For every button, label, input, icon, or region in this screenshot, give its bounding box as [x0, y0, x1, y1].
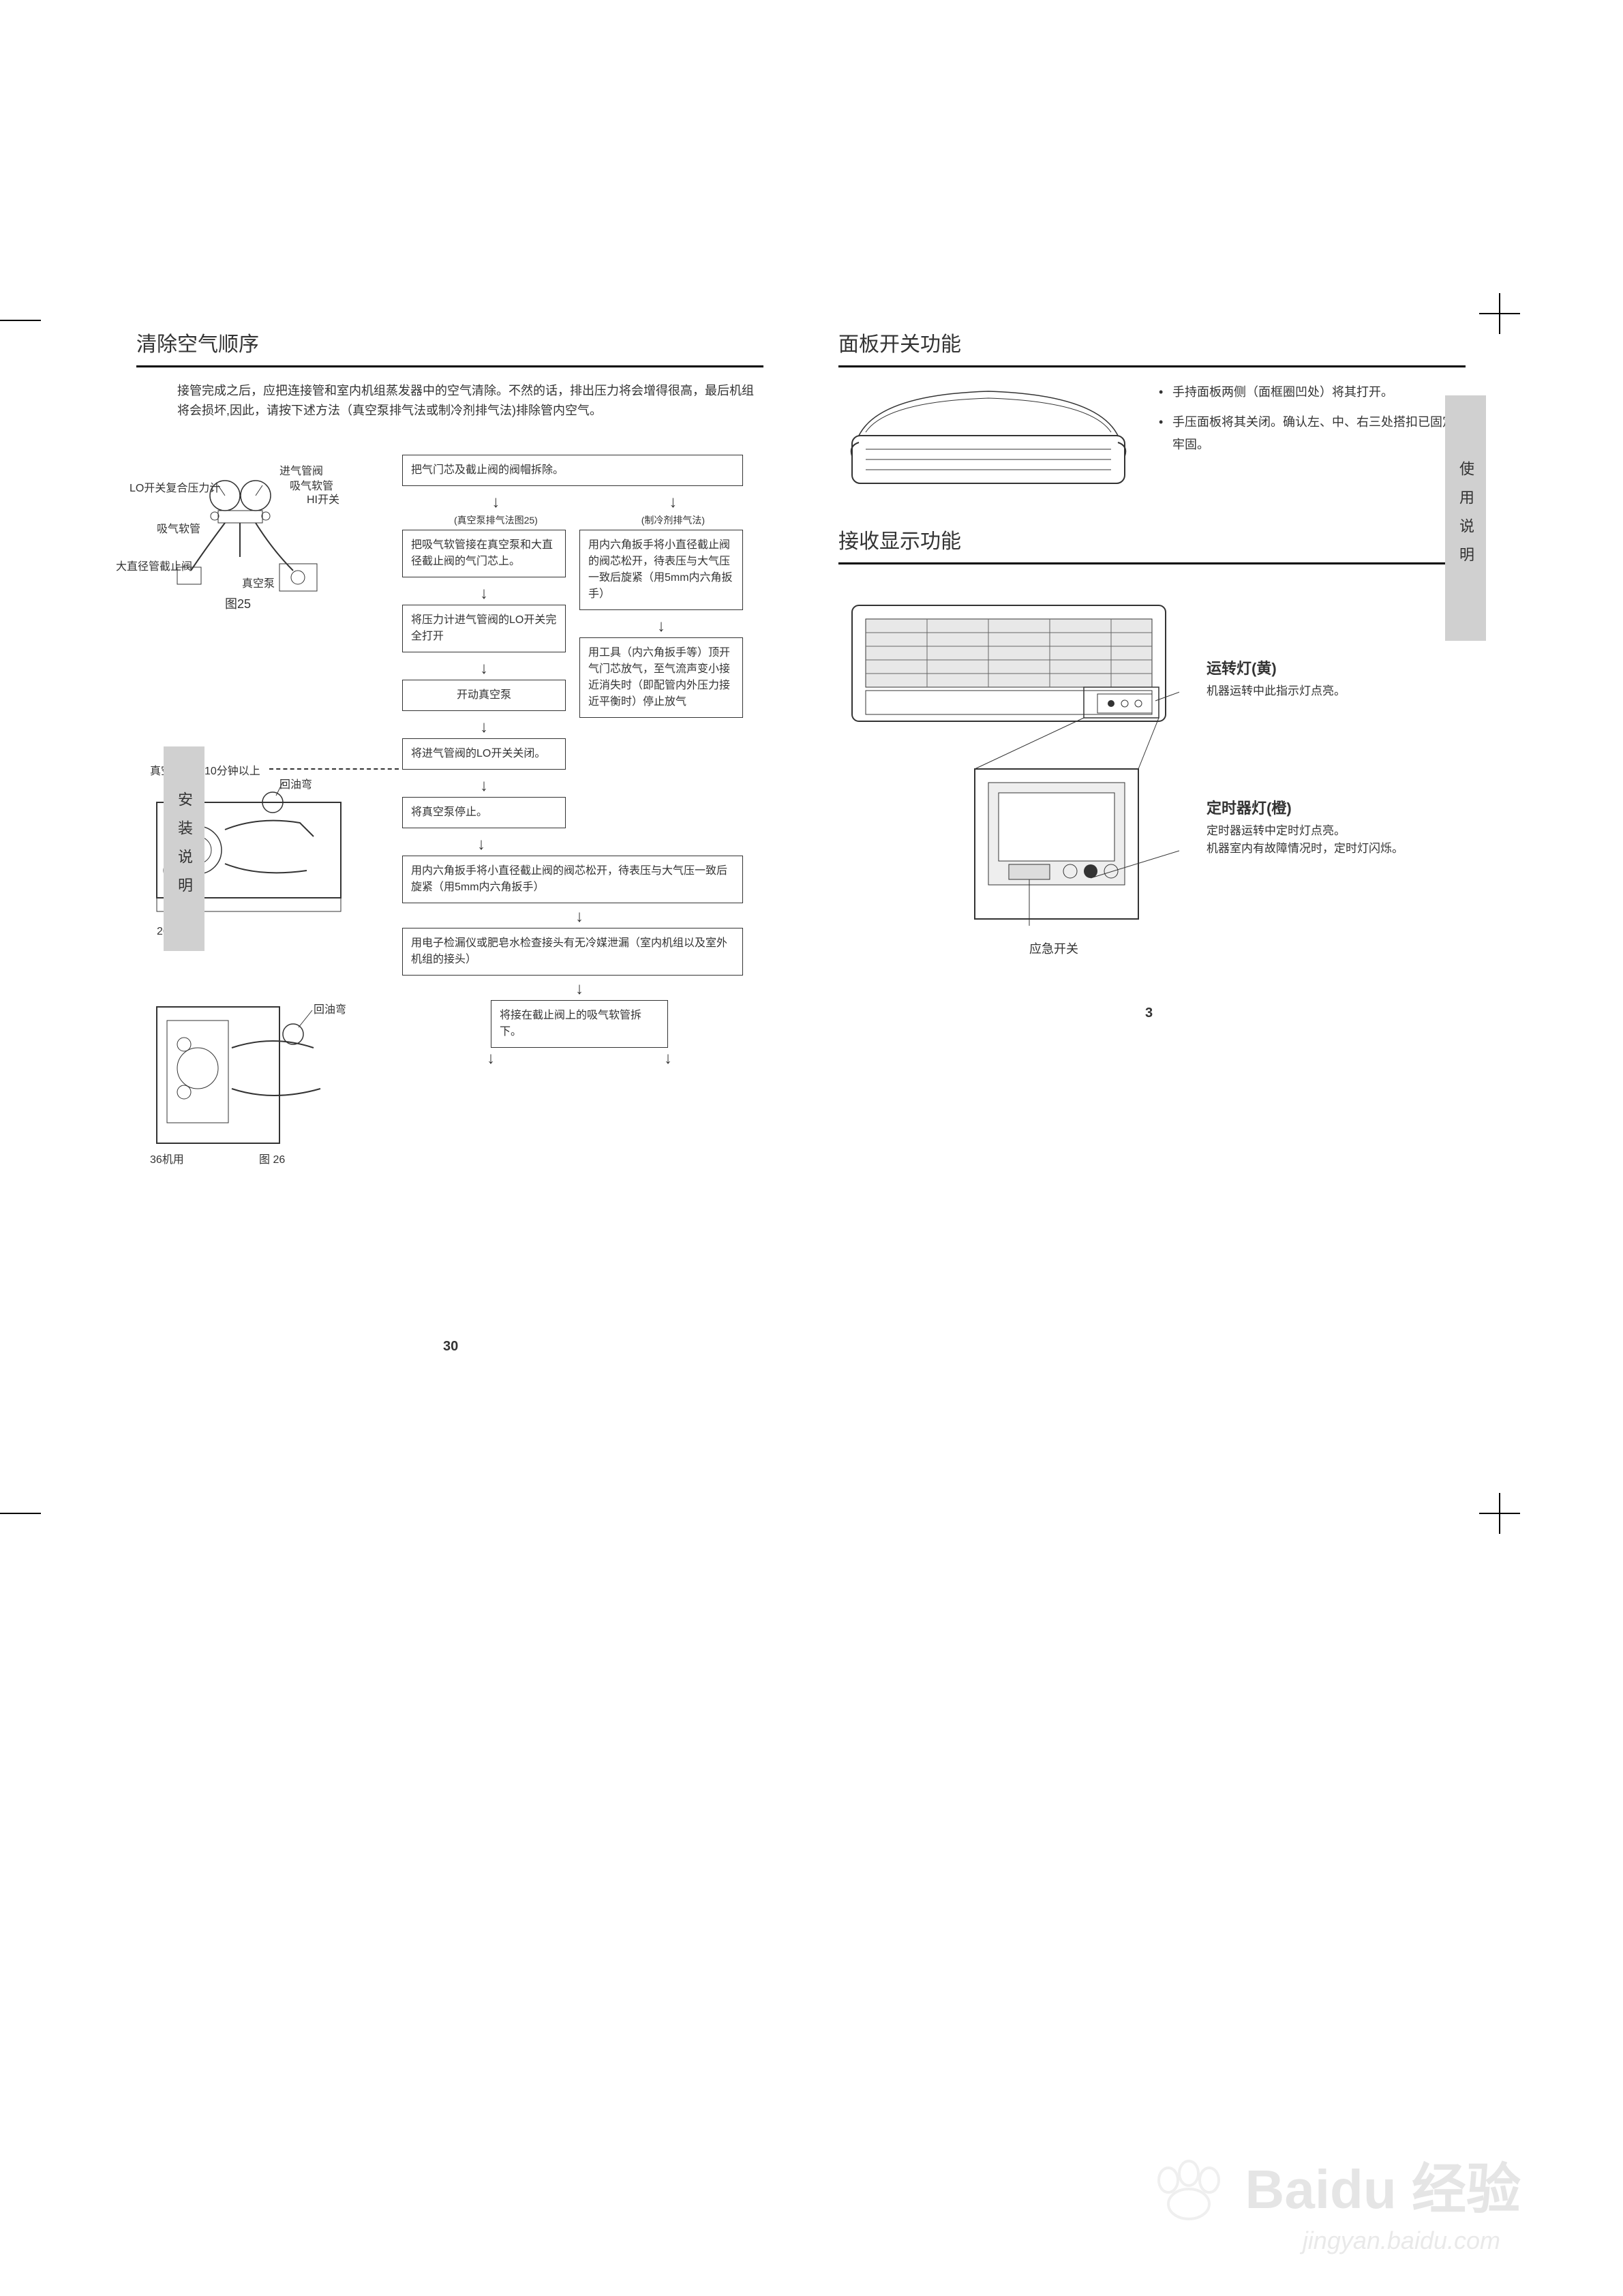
arrow-icon: ↓ — [402, 836, 757, 853]
emergency-label: 应急开关 — [1029, 939, 1078, 957]
panel-note-1: 手持面板两侧（面框圈凹处）将其打开。 — [1159, 381, 1466, 403]
panel-notes-list: 手持面板两侧（面框圈凹处）将其打开。 手压面板将其关闭。确认左、中、右三处搭扣已… — [1159, 381, 1466, 497]
left-page: 清除空气顺序 接管完成之后，应把连接管和室内机组蒸发器中的空气清除。不然的话，排… — [136, 327, 763, 1320]
right-page-num: 3 — [1145, 1006, 1153, 1021]
left-page-num: 30 — [443, 1339, 458, 1355]
unit-36-svg — [136, 993, 361, 1164]
right-side-tab: 使用说明 — [1445, 395, 1486, 641]
run-light-desc: 机器运转中此指示灯点亮。 — [1207, 682, 1346, 700]
right-page: 面板开关功能 手持面板两侧（面框圈凹处）将其打开。 手压面板将其关闭。确认左、中… — [838, 327, 1466, 987]
flow-merge2: 用电子检漏仪或肥皂水检查接头有无冷媒泄漏（室内机组以及室外机组的接头） — [402, 928, 743, 976]
baidu-paw-icon — [1148, 2160, 1230, 2228]
left-title: 清除空气顺序 — [136, 327, 763, 367]
arrow-icon: ↓ — [454, 494, 538, 511]
arrow-icon: ↓ — [641, 494, 705, 511]
gauge-label-bigvalve: 大直径管截止阀 — [116, 557, 192, 573]
method-right-label: (制冷剂排气法) — [641, 513, 705, 527]
flow-merge3: 将接在截止阀上的吸气软管拆下。 — [491, 1000, 668, 1048]
fig25-label: 图25 — [225, 594, 251, 612]
flow-l5: 将真空泵停止。 — [402, 797, 566, 828]
oil-bend-label-2: 回油弯 — [314, 1000, 346, 1016]
method-left-label: (真空泵排气法图25) — [454, 513, 538, 527]
arrow-icon: ↓ — [402, 661, 566, 677]
callout-timer: 定时器灯(橙) 定时器运转中定时灯点亮。 机器室内有故障情况时，定时灯闪烁。 — [1207, 796, 1404, 857]
timer-light-desc2: 机器室内有故障情况时，定时灯闪烁。 — [1207, 840, 1404, 858]
flow-l4: 将进气管阀的LO开关关闭。 — [402, 738, 566, 770]
unit-36-label: 36机用 — [150, 1150, 184, 1166]
flow-l2: 将压力计进气管阀的LO开关完全打开 — [402, 605, 566, 652]
receive-diagram — [838, 592, 1179, 933]
run-light-title: 运转灯(黄) — [1207, 656, 1346, 678]
panel-section: 手持面板两侧（面框圈凹处）将其打开。 手压面板将其关闭。确认左、中、右三处搭扣已… — [838, 381, 1466, 497]
callout-run: 运转灯(黄) 机器运转中此指示灯点亮。 — [1207, 656, 1346, 700]
oil-bend-label: 回油弯 — [279, 775, 312, 791]
gauge-diagram: LO开关复合压力计 进气管阀 吸气软管 HI开关 吸气软管 大直径管截止阀 真空… — [136, 462, 368, 598]
watermark-main: Baidu 经验 — [1148, 2145, 1521, 2228]
arrow-icon: ↓ — [579, 618, 743, 635]
flow-r1: 用内六角扳手将小直径截止阀的阀芯松开，待表压与大气压一致后旋紧（用5mm内六角扳… — [579, 530, 743, 610]
arrow-icon: ↓ — [402, 909, 757, 925]
watermark-sub: jingyan.baidu.com — [1303, 2226, 1500, 2255]
gauge-label-vacuum: 真空泵 — [242, 574, 275, 590]
flowchart: 把气门芯及截止阀的阀帽拆除。 ↓ (真空泵排气法图25) ↓ (制冷剂排气法) … — [402, 455, 757, 1070]
arrow-icon: ↓ — [402, 981, 757, 997]
flow-r2: 用工具（内六角扳手等）顶开气门芯放气，至气流声变小接近消失时（即配管内外压力接近… — [579, 637, 743, 718]
gauge-label-hose2: 吸气软管 — [157, 519, 200, 536]
timer-light-desc1: 定时器运转中定时灯点亮。 — [1207, 822, 1404, 840]
left-side-tab: 安装说明 — [164, 746, 204, 951]
panel-note-2: 手压面板将其关闭。确认左、中、右三处搭扣已固定牢固。 — [1159, 411, 1466, 455]
unit-36-diagram: 回油弯 36机用 图 26 — [136, 993, 361, 1164]
panel-open-diagram — [838, 381, 1138, 497]
fig26-label: 图 26 — [259, 1150, 285, 1166]
gauge-label-intake: 进气管阀 — [279, 462, 323, 478]
flow-top: 把气门芯及截止阀的阀帽拆除。 — [402, 455, 743, 486]
gauge-label-lo: LO开关复合压力计 — [130, 479, 220, 495]
right-title-2: 接收显示功能 — [838, 524, 1466, 564]
flow-l1: 把吸气软管接在真空泵和大直径截止阀的气门芯上。 — [402, 530, 566, 577]
left-intro: 接管完成之后，应把连接管和室内机组蒸发器中的空气清除。不然的话，排出压力将会增得… — [136, 381, 763, 421]
arrow-icon: ↓ — [664, 1051, 672, 1067]
arrow-icon: ↓ — [402, 586, 566, 602]
flow-l3: 开动真空泵 — [402, 680, 566, 711]
gauge-label-hi: HI开关 — [307, 490, 339, 507]
arrow-icon: ↓ — [402, 719, 566, 736]
flow-merge1: 用内六角扳手将小直径截止阀的阀芯松开，待表压与大气压一致后旋紧（用5mm内六角扳… — [402, 856, 743, 903]
dash-connector — [269, 768, 399, 770]
receive-section: 运转灯(黄) 机器运转中此指示灯点亮。 定时器灯(橙) 定时器运转中定时灯点亮。… — [838, 578, 1466, 987]
arrow-icon: ↓ — [402, 778, 566, 794]
timer-light-title: 定时器灯(橙) — [1207, 796, 1404, 818]
right-title-1: 面板开关功能 — [838, 327, 1466, 367]
watermark-text: Baidu 经验 — [1245, 2159, 1521, 2220]
arrow-icon: ↓ — [487, 1051, 495, 1067]
